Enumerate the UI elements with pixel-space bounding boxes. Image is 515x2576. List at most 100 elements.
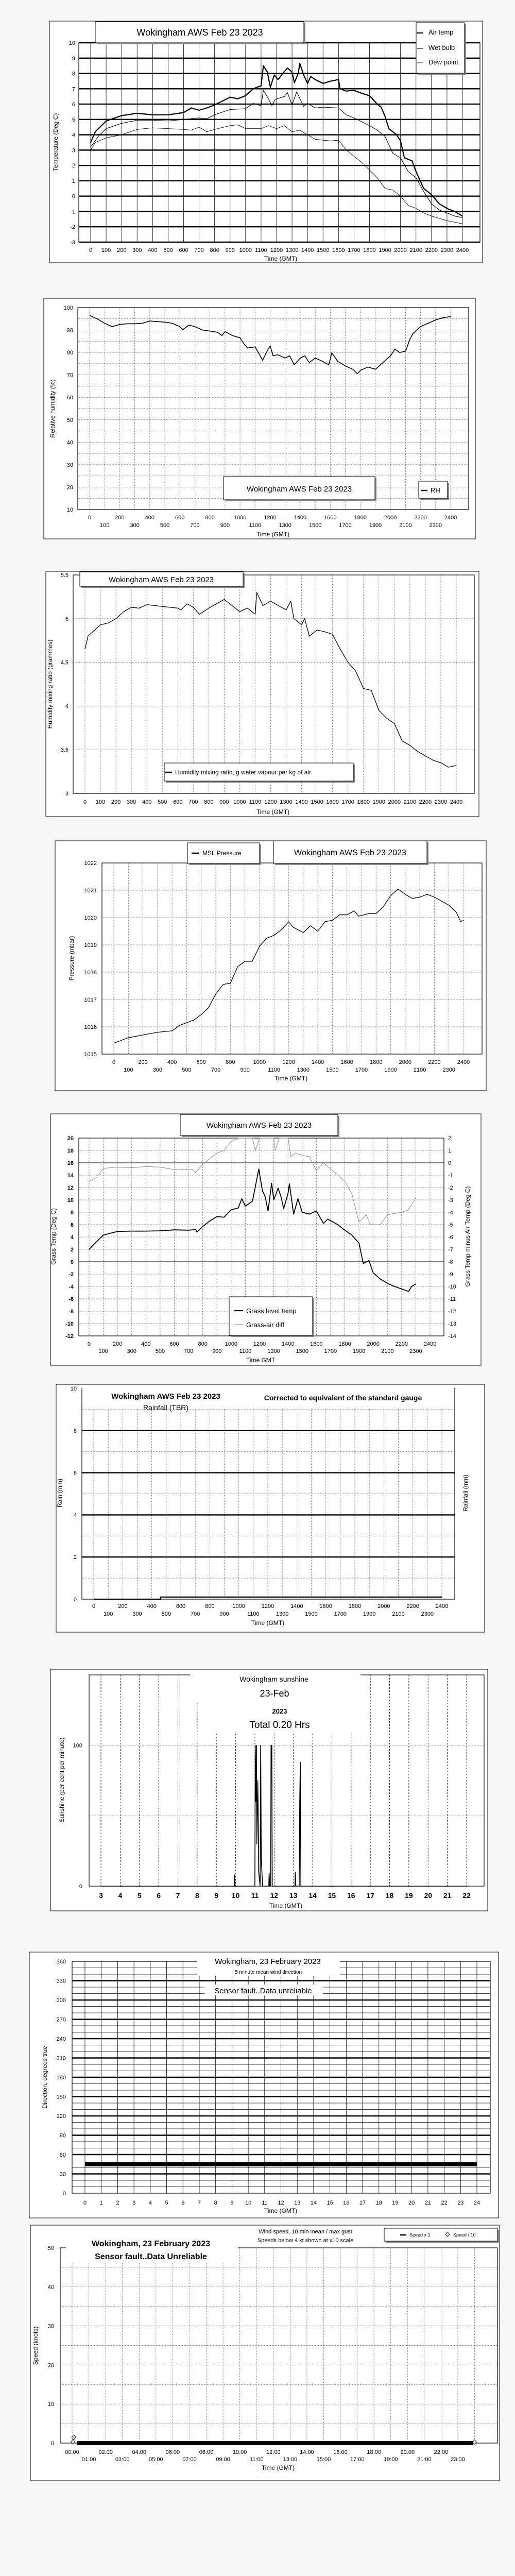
series-line-rh	[89, 315, 451, 375]
x-tick-label: 0	[83, 2200, 87, 2206]
x-tick-label: 1100	[268, 1067, 280, 1073]
x-tick-label: 14	[308, 1891, 317, 1900]
x-tick-label: 900	[240, 1067, 249, 1073]
series-line-dew-point	[90, 124, 463, 224]
x-tick-label: 1700	[339, 522, 351, 529]
x-tick-label: 1400	[295, 799, 307, 805]
x-tick-label: 800	[205, 515, 214, 521]
y-tick-label: 1016	[84, 1024, 97, 1030]
chart-title: Wokingham, 23 February 2023	[215, 1957, 321, 1966]
legend-label: Dew point	[428, 58, 458, 66]
x-tick-label: 1	[100, 2200, 103, 2206]
x-tick-label: 2400	[457, 1059, 470, 1065]
x-axis-label: Time (GMT)	[264, 255, 297, 262]
x-tick-label: 900	[226, 247, 235, 253]
y-tick-label: 1015	[84, 1052, 97, 1058]
y-tick-label: 60	[60, 2152, 66, 2158]
series-line-humidity-mixing-ratio-g-water-vapour-per-kg-of-air	[84, 592, 457, 768]
title-box	[95, 21, 304, 43]
plot-area	[73, 574, 475, 794]
series-line-wet-bulb	[90, 90, 463, 218]
y-axis-label: Relative humidity (%)	[49, 379, 56, 437]
y-tick-label: 70	[67, 372, 73, 379]
x-tick-label: 2200	[428, 1059, 440, 1065]
chart-2: 1009080706050403020100100200300400500600…	[43, 298, 476, 539]
x-tick-label: 300	[132, 1611, 142, 1617]
x-tick-label: 2100	[392, 1611, 404, 1617]
x-tick-label: 800	[210, 247, 219, 253]
x-tick-label: 4	[149, 2200, 152, 2206]
title-box	[273, 840, 427, 864]
x-tick-label: 19	[405, 1891, 413, 1900]
x-tick-label: 1300	[279, 522, 291, 529]
x-tick-label: 500	[158, 799, 167, 805]
x-tick-label: 4	[118, 1891, 122, 1900]
series-line-msl-pressure	[113, 888, 464, 1044]
x-tick-label: 11	[251, 1891, 259, 1900]
x-tick-label: 400	[167, 1059, 177, 1065]
x-tick-label: 300	[132, 247, 142, 253]
x-tick-label: 21:00	[417, 2456, 432, 2463]
x-tick-label: 1500	[326, 1067, 338, 1073]
sunshine-total: Total 0.20 Hrs	[249, 1720, 310, 1731]
x-tick-label: 100	[100, 522, 109, 529]
y-tick-label: 8	[74, 1428, 77, 1434]
x-tick-label: 5	[138, 1891, 142, 1900]
x-tick-label: 19	[392, 2200, 398, 2206]
x-tick-label: 1900	[369, 522, 382, 529]
y-right-tick-label: -7	[448, 1247, 453, 1253]
x-tick-label: 1000	[233, 799, 246, 805]
legend-box	[418, 481, 448, 499]
y-tick-label: 6	[71, 1222, 74, 1228]
y-tick-label: 4	[71, 1234, 74, 1241]
y-tick-label: 0	[63, 2191, 66, 2197]
legend-label: Grass-air diff	[246, 1321, 285, 1329]
x-tick-label: 900	[212, 1348, 221, 1354]
x-tick-label: 20:00	[401, 2449, 415, 2455]
x-tick-label: 400	[145, 515, 154, 521]
x-tick-label: 22	[441, 2200, 447, 2206]
x-tick-label: 01:00	[82, 2456, 96, 2463]
x-tick-label: 2100	[414, 1067, 426, 1073]
x-axis-label: Time (GMT)	[274, 1075, 307, 1082]
y-tick-label: 6	[72, 101, 75, 108]
y-tick-label: 18	[67, 1148, 74, 1154]
x-tick-label: 17:00	[350, 2456, 365, 2463]
x-tick-label: 2000	[384, 515, 397, 521]
x-tick-label: 700	[190, 522, 199, 529]
x-tick-label: 12:00	[266, 2449, 281, 2455]
x-tick-label: 1000	[234, 515, 246, 521]
y-right-tick-label: -12	[448, 1309, 456, 1315]
x-tick-label: 2100	[404, 799, 416, 805]
x-tick-label: 1700	[348, 247, 360, 253]
y-right-tick-label: -10	[448, 1284, 456, 1290]
x-tick-label: 17	[359, 2200, 366, 2206]
x-tick-label: 16:00	[333, 2449, 348, 2455]
chart-title: Wokingham, 23 February 2023	[92, 2240, 210, 2248]
x-tick-label: 800	[204, 799, 213, 805]
x-tick-label: 2200	[419, 799, 432, 805]
chart-frame	[30, 2225, 500, 2481]
label-background	[198, 1703, 355, 1733]
x-tick-label: 11:00	[250, 2456, 264, 2463]
x-tick-label: 1700	[341, 799, 354, 805]
y-tick-label: 30	[48, 2324, 54, 2330]
x-tick-label: 300	[130, 522, 139, 529]
y-tick-label: 20	[48, 2362, 54, 2368]
x-axis-label: Time (GMT)	[251, 1619, 284, 1626]
x-tick-label: 13:00	[283, 2456, 298, 2463]
x-tick-label: 18	[376, 2200, 382, 2206]
x-tick-label: 13	[289, 1891, 298, 1900]
x-tick-label: 2100	[410, 247, 422, 253]
x-tick-label: 1500	[317, 247, 329, 253]
x-tick-label: 5	[165, 2200, 168, 2206]
x-tick-label: 7	[198, 2200, 201, 2206]
x-tick-label: 9	[230, 2200, 233, 2206]
x-tick-label: 600	[176, 1603, 185, 1609]
x-tick-label: 1500	[309, 522, 321, 529]
data-point-diamond	[472, 2439, 477, 2446]
x-tick-label: 6	[157, 1891, 161, 1900]
y-tick-label: -10	[65, 1321, 74, 1327]
y-tick-label: 5	[72, 117, 75, 123]
x-tick-label: 12	[270, 1891, 279, 1900]
